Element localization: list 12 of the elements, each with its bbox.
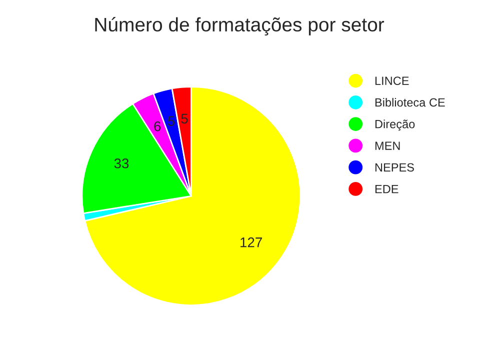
data-label: 127 — [240, 237, 262, 248]
legend-label: Biblioteca CE — [375, 98, 445, 107]
legend-label: MEN — [375, 142, 400, 150]
legend-label: Direção — [375, 120, 415, 131]
chart-title: Número de formatações por setor — [95, 17, 384, 36]
data-label: 6 — [154, 121, 161, 132]
data-label: 33 — [114, 158, 129, 168]
legend-label: EDE — [375, 184, 398, 194]
data-label: 5 — [181, 114, 188, 124]
legend-label: LINCE — [375, 76, 409, 86]
data-label: 5 — [168, 116, 174, 126]
legend-label: NEPES — [375, 163, 414, 172]
